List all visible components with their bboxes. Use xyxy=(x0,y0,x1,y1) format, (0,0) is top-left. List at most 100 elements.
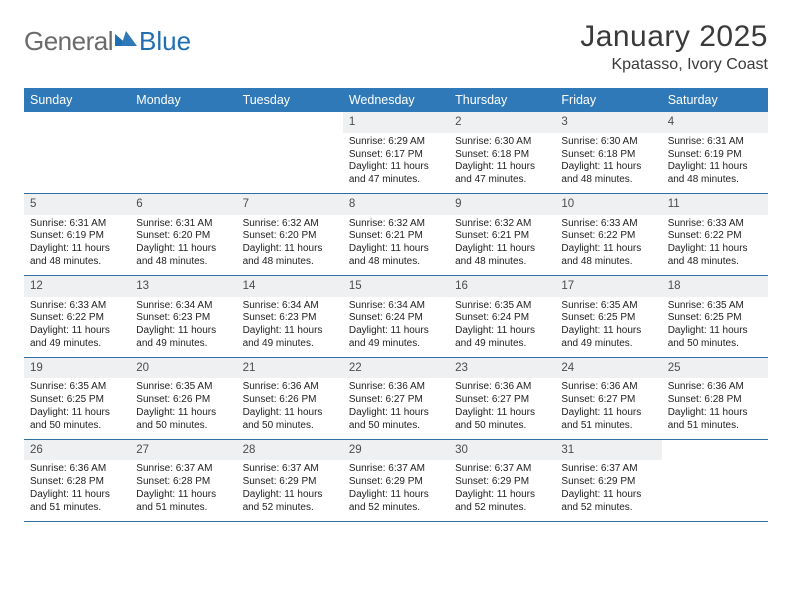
daylight-line: Daylight: 11 hours and 48 minutes. xyxy=(349,243,443,269)
day-details: Sunrise: 6:32 AMSunset: 6:21 PMDaylight:… xyxy=(449,215,555,275)
sunset-line: Sunset: 6:25 PM xyxy=(30,394,124,407)
day-cell: 3Sunrise: 6:30 AMSunset: 6:18 PMDaylight… xyxy=(555,112,661,193)
day-cell: 22Sunrise: 6:36 AMSunset: 6:27 PMDayligh… xyxy=(343,358,449,439)
sunrise-line: Sunrise: 6:30 AM xyxy=(561,136,655,149)
day-cell: 5Sunrise: 6:31 AMSunset: 6:19 PMDaylight… xyxy=(24,194,130,275)
day-details: Sunrise: 6:34 AMSunset: 6:23 PMDaylight:… xyxy=(237,297,343,357)
daylight-line: Daylight: 11 hours and 49 minutes. xyxy=(455,325,549,351)
day-details: Sunrise: 6:30 AMSunset: 6:18 PMDaylight:… xyxy=(555,133,661,193)
day-details: Sunrise: 6:36 AMSunset: 6:27 PMDaylight:… xyxy=(343,378,449,438)
day-details: Sunrise: 6:37 AMSunset: 6:29 PMDaylight:… xyxy=(555,460,661,520)
day-details: Sunrise: 6:32 AMSunset: 6:20 PMDaylight:… xyxy=(237,215,343,275)
day-number: 28 xyxy=(237,440,343,461)
sunrise-line: Sunrise: 6:35 AM xyxy=(561,300,655,313)
daylight-line: Daylight: 11 hours and 50 minutes. xyxy=(243,407,337,433)
day-cell: .. xyxy=(130,112,236,193)
sunset-line: Sunset: 6:29 PM xyxy=(243,476,337,489)
daylight-line: Daylight: 11 hours and 52 minutes. xyxy=(243,489,337,515)
day-details: Sunrise: 6:35 AMSunset: 6:26 PMDaylight:… xyxy=(130,378,236,438)
weekday-header: Saturday xyxy=(662,88,768,112)
day-cell: 26Sunrise: 6:36 AMSunset: 6:28 PMDayligh… xyxy=(24,440,130,521)
day-cell: 11Sunrise: 6:33 AMSunset: 6:22 PMDayligh… xyxy=(662,194,768,275)
day-cell: 25Sunrise: 6:36 AMSunset: 6:28 PMDayligh… xyxy=(662,358,768,439)
day-number: 7 xyxy=(237,194,343,215)
day-cell: 24Sunrise: 6:36 AMSunset: 6:27 PMDayligh… xyxy=(555,358,661,439)
sunrise-line: Sunrise: 6:33 AM xyxy=(668,218,762,231)
sunset-line: Sunset: 6:28 PM xyxy=(136,476,230,489)
day-cell: 17Sunrise: 6:35 AMSunset: 6:25 PMDayligh… xyxy=(555,276,661,357)
sunrise-line: Sunrise: 6:35 AM xyxy=(136,381,230,394)
sunset-line: Sunset: 6:23 PM xyxy=(136,312,230,325)
day-number: 25 xyxy=(662,358,768,379)
day-number: 29 xyxy=(343,440,449,461)
sunset-line: Sunset: 6:22 PM xyxy=(30,312,124,325)
sunrise-line: Sunrise: 6:34 AM xyxy=(136,300,230,313)
sunrise-line: Sunrise: 6:36 AM xyxy=(243,381,337,394)
day-number: 9 xyxy=(449,194,555,215)
day-details: Sunrise: 6:34 AMSunset: 6:24 PMDaylight:… xyxy=(343,297,449,357)
sunset-line: Sunset: 6:17 PM xyxy=(349,149,443,162)
sunrise-line: Sunrise: 6:36 AM xyxy=(30,463,124,476)
sunset-line: Sunset: 6:28 PM xyxy=(668,394,762,407)
day-cell: 4Sunrise: 6:31 AMSunset: 6:19 PMDaylight… xyxy=(662,112,768,193)
sunrise-line: Sunrise: 6:37 AM xyxy=(455,463,549,476)
brand-text-general: General xyxy=(24,26,113,57)
weekday-header-row: SundayMondayTuesdayWednesdayThursdayFrid… xyxy=(24,88,768,112)
day-cell: 16Sunrise: 6:35 AMSunset: 6:24 PMDayligh… xyxy=(449,276,555,357)
daylight-line: Daylight: 11 hours and 51 minutes. xyxy=(668,407,762,433)
day-details: Sunrise: 6:35 AMSunset: 6:25 PMDaylight:… xyxy=(555,297,661,357)
sunset-line: Sunset: 6:29 PM xyxy=(455,476,549,489)
sunrise-line: Sunrise: 6:32 AM xyxy=(455,218,549,231)
day-details: Sunrise: 6:29 AMSunset: 6:17 PMDaylight:… xyxy=(343,133,449,193)
sunset-line: Sunset: 6:20 PM xyxy=(243,230,337,243)
sunrise-line: Sunrise: 6:32 AM xyxy=(349,218,443,231)
daylight-line: Daylight: 11 hours and 49 minutes. xyxy=(349,325,443,351)
day-number: 18 xyxy=(662,276,768,297)
day-number: 1 xyxy=(343,112,449,133)
day-cell: 23Sunrise: 6:36 AMSunset: 6:27 PMDayligh… xyxy=(449,358,555,439)
day-number: 13 xyxy=(130,276,236,297)
weekday-header: Sunday xyxy=(24,88,130,112)
daylight-line: Daylight: 11 hours and 51 minutes. xyxy=(561,407,655,433)
day-cell: 7Sunrise: 6:32 AMSunset: 6:20 PMDaylight… xyxy=(237,194,343,275)
day-details: Sunrise: 6:37 AMSunset: 6:28 PMDaylight:… xyxy=(130,460,236,520)
daylight-line: Daylight: 11 hours and 50 minutes. xyxy=(30,407,124,433)
sunset-line: Sunset: 6:28 PM xyxy=(30,476,124,489)
day-number: 3 xyxy=(555,112,661,133)
day-details: Sunrise: 6:35 AMSunset: 6:25 PMDaylight:… xyxy=(24,378,130,438)
day-details: Sunrise: 6:36 AMSunset: 6:27 PMDaylight:… xyxy=(555,378,661,438)
day-cell: 19Sunrise: 6:35 AMSunset: 6:25 PMDayligh… xyxy=(24,358,130,439)
day-number: 8 xyxy=(343,194,449,215)
day-cell: 9Sunrise: 6:32 AMSunset: 6:21 PMDaylight… xyxy=(449,194,555,275)
sunset-line: Sunset: 6:29 PM xyxy=(349,476,443,489)
day-cell: 1Sunrise: 6:29 AMSunset: 6:17 PMDaylight… xyxy=(343,112,449,193)
day-number: 4 xyxy=(662,112,768,133)
calendar: SundayMondayTuesdayWednesdayThursdayFrid… xyxy=(24,88,768,522)
sunset-line: Sunset: 6:24 PM xyxy=(455,312,549,325)
day-details: Sunrise: 6:31 AMSunset: 6:19 PMDaylight:… xyxy=(24,215,130,275)
daylight-line: Daylight: 11 hours and 48 minutes. xyxy=(136,243,230,269)
day-number: 24 xyxy=(555,358,661,379)
sunset-line: Sunset: 6:18 PM xyxy=(561,149,655,162)
week-row: 26Sunrise: 6:36 AMSunset: 6:28 PMDayligh… xyxy=(24,440,768,522)
title-block: January 2025 Kpatasso, Ivory Coast xyxy=(580,20,768,74)
day-details: Sunrise: 6:31 AMSunset: 6:19 PMDaylight:… xyxy=(662,133,768,193)
day-number: 26 xyxy=(24,440,130,461)
day-details: Sunrise: 6:37 AMSunset: 6:29 PMDaylight:… xyxy=(237,460,343,520)
sunset-line: Sunset: 6:19 PM xyxy=(30,230,124,243)
sunrise-line: Sunrise: 6:33 AM xyxy=(561,218,655,231)
sunset-line: Sunset: 6:20 PM xyxy=(136,230,230,243)
day-details: Sunrise: 6:30 AMSunset: 6:18 PMDaylight:… xyxy=(449,133,555,193)
day-cell: 6Sunrise: 6:31 AMSunset: 6:20 PMDaylight… xyxy=(130,194,236,275)
day-number: 15 xyxy=(343,276,449,297)
calendar-body: ......1Sunrise: 6:29 AMSunset: 6:17 PMDa… xyxy=(24,112,768,522)
sunrise-line: Sunrise: 6:31 AM xyxy=(30,218,124,231)
day-number: 6 xyxy=(130,194,236,215)
day-cell: 31Sunrise: 6:37 AMSunset: 6:29 PMDayligh… xyxy=(555,440,661,521)
day-number: 19 xyxy=(24,358,130,379)
day-cell: .. xyxy=(24,112,130,193)
sunrise-line: Sunrise: 6:35 AM xyxy=(668,300,762,313)
day-cell: 10Sunrise: 6:33 AMSunset: 6:22 PMDayligh… xyxy=(555,194,661,275)
daylight-line: Daylight: 11 hours and 51 minutes. xyxy=(136,489,230,515)
day-details: Sunrise: 6:37 AMSunset: 6:29 PMDaylight:… xyxy=(449,460,555,520)
